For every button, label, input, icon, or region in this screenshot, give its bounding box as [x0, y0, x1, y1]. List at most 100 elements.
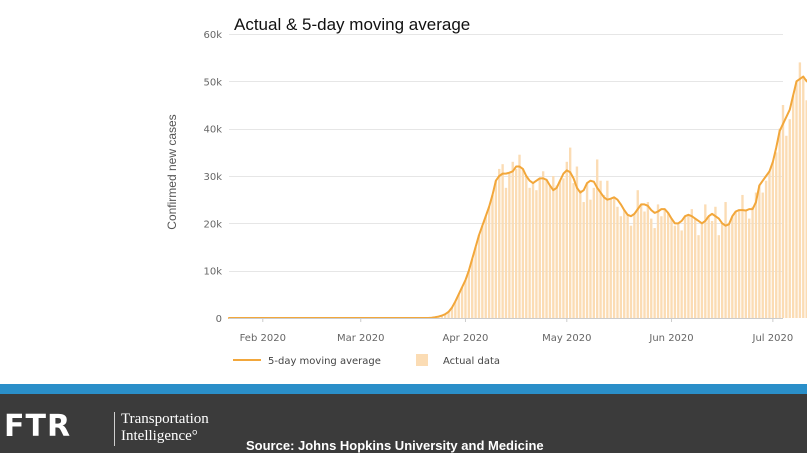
- actual-data-bar: [710, 220, 714, 318]
- actual-data-bar: [548, 185, 552, 318]
- actual-data-bar: [744, 210, 748, 318]
- chart: Actual & 5-day moving average Confirmed …: [165, 15, 807, 367]
- logo-divider: [114, 412, 115, 446]
- actual-data-bar: [771, 161, 775, 318]
- actual-data-bar: [589, 199, 592, 318]
- actual-data-bar: [650, 218, 653, 318]
- actual-data-bar: [683, 216, 687, 318]
- actual-data-bar: [444, 314, 447, 318]
- actual-data-bar: [582, 202, 585, 318]
- actual-data-bar: [481, 225, 484, 318]
- actual-data-bar: [775, 152, 778, 318]
- actual-data-bars: [430, 62, 807, 319]
- actual-data-bar: [727, 224, 731, 318]
- actual-data-bar: [697, 235, 700, 318]
- actual-data-bar: [798, 62, 802, 319]
- y-tick-label: 50k: [203, 77, 222, 88]
- actual-data-bar: [639, 204, 643, 318]
- actual-data-bar: [751, 206, 754, 318]
- actual-data-bar: [802, 76, 805, 318]
- actual-data-bar: [690, 209, 693, 318]
- y-tick-label: 30k: [203, 172, 222, 183]
- actual-data-bar: [454, 301, 457, 318]
- actual-data-bar: [724, 202, 727, 318]
- chart-title: Actual & 5-day moving average: [234, 15, 470, 34]
- legend[interactable]: 5-day moving average Actual data: [233, 354, 500, 367]
- actual-data-bar: [687, 214, 690, 318]
- actual-data-bar: [447, 311, 450, 318]
- actual-data-bar: [579, 190, 582, 318]
- actual-data-bar: [491, 194, 494, 318]
- actual-data-bar: [575, 166, 579, 318]
- actual-data-bar: [531, 183, 535, 318]
- x-tick-label: May 2020: [542, 333, 591, 344]
- actual-data-bar: [541, 171, 545, 318]
- actual-data-bar: [707, 216, 710, 318]
- actual-data-bar: [545, 179, 548, 318]
- y-tick-label: 40k: [203, 125, 222, 136]
- actual-data-bar: [737, 210, 741, 318]
- legend-moving-average-label[interactable]: 5-day moving average: [268, 356, 381, 367]
- actual-data-bar: [643, 211, 646, 318]
- actual-data-bar: [704, 204, 707, 318]
- actual-data-bar: [754, 192, 758, 318]
- x-tick-label: Feb 2020: [240, 333, 286, 344]
- actual-data-bar: [721, 223, 724, 318]
- x-tick-label: Mar 2020: [337, 333, 385, 344]
- actual-data-bar: [785, 135, 788, 318]
- y-tick-label: 60k: [203, 30, 222, 41]
- actual-data-bar: [791, 95, 795, 319]
- actual-data-bar: [680, 230, 683, 318]
- actual-data-bar: [734, 211, 737, 318]
- actual-data-bar: [514, 168, 518, 318]
- source-credit: Source: Johns Hopkins University and Med…: [246, 438, 544, 453]
- actual-data-bar: [761, 192, 764, 318]
- actual-data-bar: [673, 225, 677, 318]
- actual-data-bar: [619, 216, 623, 318]
- actual-data-bar: [508, 172, 511, 318]
- actual-data-bar: [612, 197, 616, 318]
- actual-data-bar: [585, 183, 589, 318]
- actual-data-bar: [602, 194, 606, 318]
- actual-data-bar: [538, 178, 541, 318]
- actual-data-bar: [504, 187, 508, 318]
- actual-data-bar: [781, 105, 785, 318]
- actual-data-bar: [562, 178, 565, 318]
- actual-data-bar: [633, 213, 636, 318]
- actual-data-bar: [764, 180, 768, 318]
- actual-data-bar: [558, 180, 562, 318]
- actual-data-bar: [677, 223, 680, 318]
- actual-data-bar: [609, 198, 612, 318]
- actual-data-bar: [606, 180, 609, 318]
- ftr-logo: FTR: [4, 409, 72, 444]
- actual-data-bar: [477, 235, 481, 318]
- actual-data-bar: [592, 187, 596, 318]
- actual-data-bar: [457, 294, 460, 318]
- actual-data-bar: [663, 209, 666, 318]
- x-tick-label: Jun 2020: [648, 333, 693, 344]
- y-tick-label: 10k: [203, 267, 222, 278]
- actual-data-bar: [501, 164, 504, 318]
- actual-data-bar: [487, 206, 491, 318]
- y-tick-label: 0: [216, 314, 222, 325]
- moving-average-line: [228, 75, 807, 319]
- actual-data-bar: [440, 315, 443, 318]
- x-tick-label: Jul 2020: [752, 333, 794, 344]
- x-axis-ticks: Feb 2020 Mar 2020 Apr 2020 May 2020 Jun 2020…: [240, 318, 794, 344]
- actual-data-bar: [494, 180, 498, 318]
- actual-data-bar: [484, 216, 487, 318]
- y-tick-label: 20k: [203, 219, 222, 230]
- actual-data-bar: [636, 190, 639, 318]
- actual-data-bar: [471, 258, 474, 318]
- legend-actual-data-label[interactable]: Actual data: [443, 356, 500, 367]
- actual-data-bar: [788, 119, 791, 318]
- actual-data-bar: [626, 214, 629, 318]
- y-axis-label: Confirmed new cases: [165, 114, 179, 229]
- actual-data-bar: [758, 185, 761, 318]
- legend-actual-data-swatch: [416, 354, 428, 366]
- actual-data-bar: [741, 194, 744, 318]
- logo-tagline-line2: Intelligence°: [121, 428, 198, 444]
- actual-data-bar: [535, 190, 538, 318]
- actual-data-bar: [565, 161, 568, 318]
- x-tick-label: Apr 2020: [442, 333, 488, 344]
